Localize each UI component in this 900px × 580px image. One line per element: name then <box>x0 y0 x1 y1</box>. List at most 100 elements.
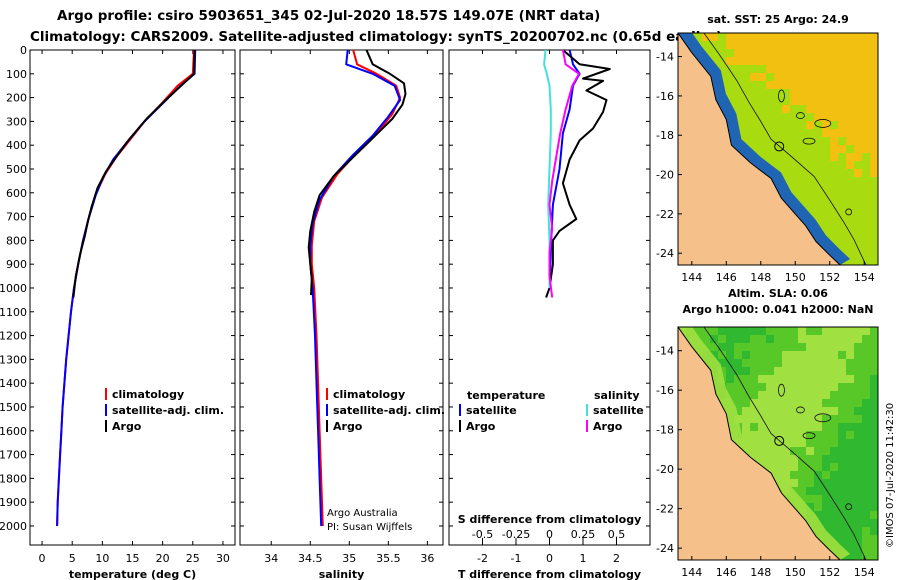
map-cell <box>718 335 726 343</box>
map-cell <box>798 57 806 65</box>
map-cell <box>854 217 862 225</box>
map-cell <box>870 137 878 145</box>
map-cell <box>854 201 862 209</box>
map-cell <box>750 81 758 89</box>
map-cell <box>718 57 726 65</box>
map-cell <box>814 49 822 57</box>
map-cell <box>862 153 870 161</box>
salinity-series-argo <box>307 49 407 296</box>
map-cell <box>854 503 862 511</box>
map-cell <box>782 335 790 343</box>
map-cell <box>862 503 870 511</box>
map-cell <box>734 335 742 343</box>
map-cell <box>822 519 830 527</box>
map-cell <box>870 153 878 161</box>
map-cell <box>838 327 846 335</box>
map-cell <box>870 33 878 41</box>
map-cell <box>870 455 878 463</box>
map-cell <box>734 113 742 121</box>
map-cell <box>830 33 838 41</box>
map-cell <box>814 495 822 503</box>
map-cell <box>838 471 846 479</box>
x-tick-label: 30 <box>216 552 230 565</box>
map-cell <box>782 383 790 391</box>
map-cell <box>814 113 822 121</box>
map-cell <box>758 423 766 431</box>
map-cell <box>870 351 878 359</box>
x-tick-label: 35 <box>342 552 356 565</box>
map-cell <box>806 375 814 383</box>
map-cell <box>774 327 782 335</box>
map-cell <box>870 233 878 241</box>
map-cell <box>790 129 798 137</box>
map-cell <box>822 185 830 193</box>
map-cell <box>774 129 782 137</box>
map-cell <box>838 399 846 407</box>
map-cell <box>734 65 742 73</box>
map-cell <box>806 327 814 335</box>
land <box>678 33 841 265</box>
map-cell <box>822 439 830 447</box>
map-cell <box>846 391 854 399</box>
map-cell <box>806 153 814 161</box>
map-cell <box>854 527 862 535</box>
map-cell <box>806 335 814 343</box>
map-cell <box>758 383 766 391</box>
map-cell <box>750 73 758 81</box>
map-cell <box>846 367 854 375</box>
map-cell <box>830 49 838 57</box>
map-cell <box>782 351 790 359</box>
map-cell <box>758 89 766 97</box>
map-cell <box>806 145 814 153</box>
map-cell <box>806 193 814 201</box>
map-cell <box>734 73 742 81</box>
map-cell <box>758 367 766 375</box>
map-cell <box>846 113 854 121</box>
map-cell <box>870 161 878 169</box>
map-cell <box>846 161 854 169</box>
map-cell <box>830 455 838 463</box>
map-cell <box>766 73 774 81</box>
map-cell <box>750 335 758 343</box>
map-cell <box>806 495 814 503</box>
map-cell <box>870 415 878 423</box>
map-cell <box>814 153 822 161</box>
map-cell <box>830 407 838 415</box>
map-cell <box>838 161 846 169</box>
map-cell <box>838 89 846 97</box>
map-cell <box>766 415 774 423</box>
map-cell <box>814 209 822 217</box>
map-cell <box>822 407 830 415</box>
map-cell <box>734 359 742 367</box>
map-cell <box>846 431 854 439</box>
map-cell <box>798 81 806 89</box>
map-cell <box>790 447 798 455</box>
depth-tick-label: 200 <box>6 92 27 105</box>
map-cell <box>734 343 742 351</box>
map-cell <box>814 335 822 343</box>
map-cell <box>846 551 854 559</box>
map-cell <box>750 439 758 447</box>
lat-tick-label: -14 <box>656 345 674 358</box>
map-cell <box>798 327 806 335</box>
map-cell <box>782 359 790 367</box>
map-cell <box>790 383 798 391</box>
map-cell <box>862 439 870 447</box>
lon-tick-label: 152 <box>819 271 840 284</box>
map-cell <box>766 407 774 415</box>
depth-tick-label: 700 <box>6 211 27 224</box>
map-cell <box>798 49 806 57</box>
map-cell <box>814 391 822 399</box>
map-cell <box>750 383 758 391</box>
map-cell <box>798 335 806 343</box>
map-cell <box>766 65 774 73</box>
map-cell <box>758 415 766 423</box>
reef-outline <box>778 89 785 103</box>
map-cell <box>806 487 814 495</box>
map-cell <box>854 431 862 439</box>
map-cell <box>830 65 838 73</box>
map-cell <box>846 471 854 479</box>
map-cell <box>766 359 774 367</box>
map-cell <box>846 249 854 257</box>
map-cell <box>766 423 774 431</box>
